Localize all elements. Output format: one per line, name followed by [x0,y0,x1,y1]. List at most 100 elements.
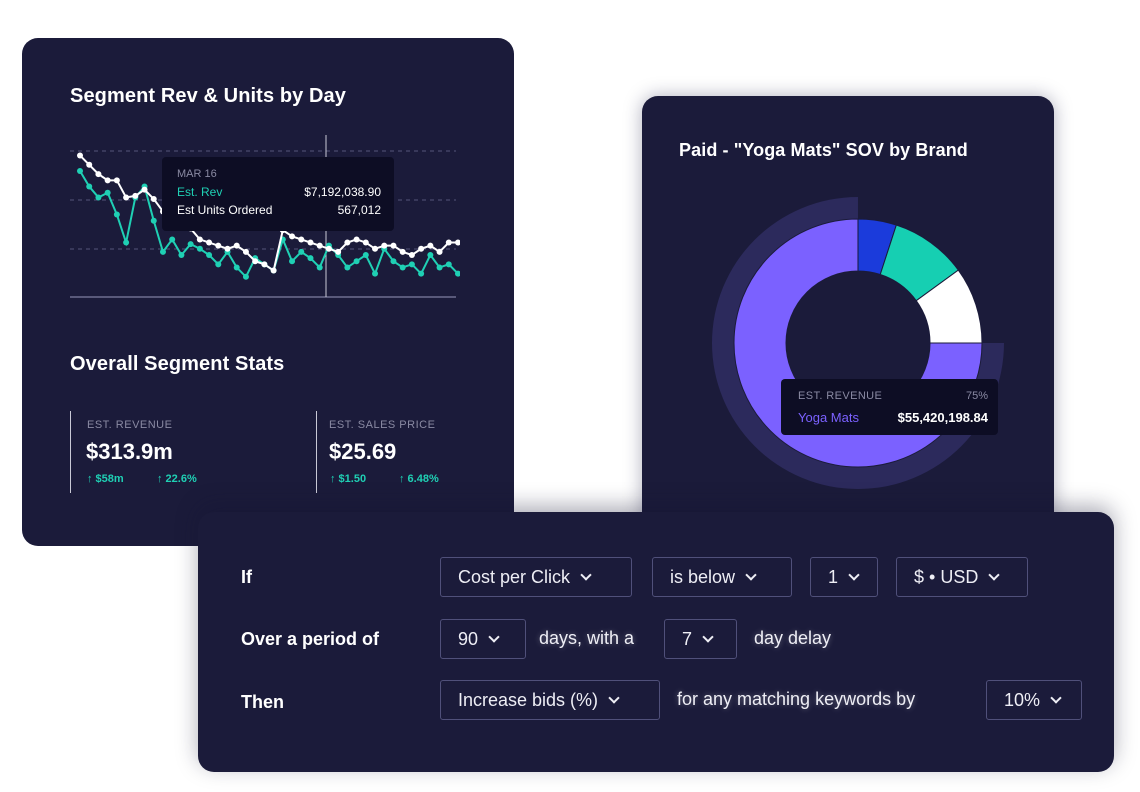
then-label: Then [241,692,284,712]
amount-select[interactable]: 1 [810,557,878,597]
data-point [196,245,203,252]
data-point [362,252,369,258]
sov-by-brand-card: Paid - "Yoga Mats" SOV by Brand EST. REV… [642,96,1054,533]
period-select-value: 90 [458,628,479,649]
data-point [436,248,443,255]
action-select[interactable]: Increase bids (%) [440,680,660,720]
if-label: If [241,567,252,587]
data-point [104,177,111,184]
data-point [445,261,452,268]
tooltip-rev-label: Est. Rev [177,185,223,199]
line-tooltip: MAR 16 Est. Rev $7,192,038.90 Est Units … [162,157,394,231]
data-point [206,252,213,258]
metric-select[interactable]: Cost per Click [440,557,632,597]
chevron-down-icon [488,630,500,643]
tooltip-units-label: Est Units Ordered [177,203,273,217]
line-chart-title: Segment Rev & Units by Day [70,85,347,107]
chevron-down-icon [608,691,620,704]
chevron-down-icon [745,568,757,581]
stat-change-percent: ↑ 22.6% [157,473,197,485]
data-point [270,267,277,274]
stat-est-revenue: EST. REVENUE $313.9m ↑ $58m ↑ 22.6% [70,411,301,493]
operator-select[interactable]: is below [652,557,792,597]
data-point [215,242,222,249]
data-point [298,248,305,255]
data-point [316,242,323,249]
data-point [353,236,360,243]
period-select[interactable]: 90 [440,619,526,659]
stat-value: $25.69 [329,439,397,464]
chevron-down-icon [1050,691,1062,704]
data-point [289,233,296,240]
stat-label: EST. REVENUE [87,419,173,431]
days-with-a-text: days, with a [539,628,635,648]
action-amount-select-value: 10% [1004,689,1041,710]
data-point [455,239,460,246]
tooltip-date: MAR 16 [177,168,217,180]
stats-title: Overall Segment Stats [70,353,285,375]
data-point [353,258,360,265]
period-label: Over a period of [241,629,380,649]
currency-select[interactable]: $ • USD [896,557,1028,597]
stat-change-absolute: ↑ $58m [87,473,124,485]
tooltip-header: EST. REVENUE [798,390,883,402]
data-point [298,236,305,243]
data-point [445,239,452,246]
data-point [77,152,83,159]
data-point [178,252,185,258]
data-point [123,239,130,246]
tooltip-value: $55,420,198.84 [897,410,988,425]
data-point [427,242,434,249]
data-point [408,252,415,258]
data-point [150,196,157,202]
data-point [307,255,314,262]
tooltip-units-value: 567,012 [337,203,381,217]
delay-select-value: 7 [682,628,693,649]
data-point [215,261,222,268]
data-point [418,245,425,252]
data-point [242,273,249,280]
currency-select-value: $ • USD [914,566,979,587]
data-point [408,261,415,268]
data-point [159,248,166,255]
data-point [196,236,203,243]
data-point [123,194,130,201]
bid-rule-card: If Cost per Click is below 1 $ • USD Ove… [198,512,1114,772]
data-point [86,183,93,190]
data-point [289,258,296,265]
data-point [344,264,351,271]
tooltip-percent: 75% [965,390,988,402]
data-point [390,258,397,265]
data-point [372,270,379,277]
data-point [233,264,240,271]
data-point [233,242,240,249]
data-point [455,270,460,277]
operator-select-value: is below [670,566,736,587]
data-point [325,245,332,252]
delay-select[interactable]: 7 [664,619,737,659]
donut-chart[interactable] [708,193,1008,493]
data-point [242,248,249,255]
chevron-down-icon [580,568,592,581]
line-chart[interactable] [70,133,460,303]
metric-select-value: Cost per Click [458,566,571,587]
chevron-down-icon [988,568,1000,581]
data-point [335,248,342,255]
tooltip-brand: Yoga Mats [798,410,859,425]
tooltip-rev-value: $7,192,038.90 [304,185,381,199]
data-point [436,264,443,271]
data-point [307,239,314,246]
data-point [113,211,120,218]
data-point [187,241,194,248]
chevron-down-icon [848,568,860,581]
data-point [372,245,379,252]
donut-tooltip: EST. REVENUE 75% Yoga Mats $55,420,198.8… [781,379,998,435]
data-point [399,264,406,271]
data-point [418,270,425,277]
action-amount-select[interactable]: 10% [986,680,1082,720]
amount-select-value: 1 [828,566,839,587]
data-point [316,264,323,271]
stat-label: EST. SALES PRICE [329,419,436,431]
data-point [132,192,139,199]
data-point [390,242,397,249]
